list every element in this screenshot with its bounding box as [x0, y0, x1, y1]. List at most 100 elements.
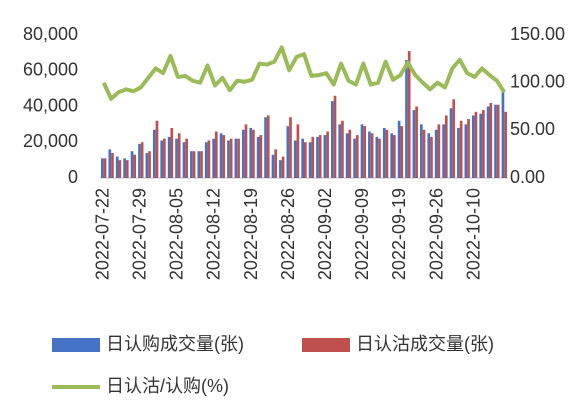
bar [333, 95, 337, 178]
bar [252, 129, 255, 178]
bar [214, 131, 218, 178]
bar [108, 149, 112, 178]
bar [190, 151, 193, 178]
bar [286, 126, 290, 178]
bar [103, 158, 107, 178]
x-tick-label: 2022-08-05 [167, 188, 187, 280]
x-tick-label: 2022-09-19 [389, 188, 409, 280]
bar [452, 99, 456, 178]
x-tick-label: 2022-09-26 [426, 188, 446, 280]
bar [237, 138, 240, 178]
bar [501, 88, 505, 178]
legend-label: 日认购成交量(张) [106, 334, 244, 354]
bar [175, 138, 178, 178]
bar [192, 151, 196, 178]
bar [241, 129, 245, 178]
bar [444, 115, 448, 178]
bar [197, 151, 201, 178]
bar [115, 156, 119, 178]
bar [160, 140, 164, 178]
bar [138, 144, 141, 178]
bar [249, 127, 253, 178]
bar [185, 138, 188, 178]
bar [133, 154, 137, 178]
x-tick-label: 2022-08-26 [278, 188, 298, 280]
bar [474, 111, 478, 178]
bar [163, 138, 166, 178]
bar [323, 135, 327, 178]
bar [140, 142, 144, 178]
legend-label: 日认沽/认购(%) [106, 376, 229, 396]
bar [422, 129, 426, 178]
bar [378, 138, 381, 178]
bar [412, 110, 416, 178]
bar [360, 124, 364, 178]
bar [482, 110, 485, 178]
bar [304, 142, 307, 178]
y2-tick-label: 100.00 [510, 71, 565, 91]
bar [266, 115, 270, 178]
bar [207, 140, 211, 178]
bar [385, 129, 389, 178]
bar [486, 106, 490, 178]
x-tick-label: 2022-09-09 [352, 188, 372, 280]
bar [457, 127, 460, 178]
bar [326, 131, 329, 178]
bar [170, 127, 174, 178]
bar [145, 152, 149, 178]
bar [397, 120, 401, 178]
bar [471, 115, 475, 178]
bar [281, 156, 285, 178]
bar [130, 151, 134, 178]
x-tick-label: 2022-09-02 [315, 188, 335, 280]
bar [311, 136, 315, 178]
bar [279, 160, 282, 178]
bar [405, 60, 408, 178]
bar [407, 51, 411, 178]
bar [496, 104, 500, 178]
bar [274, 149, 277, 178]
bar [345, 133, 349, 178]
bar [177, 133, 181, 178]
bar [494, 104, 497, 178]
bar [222, 135, 226, 178]
x-tick-label: 2022-07-29 [130, 188, 150, 280]
y2-tick-label: 150.00 [510, 24, 565, 44]
bar [449, 108, 453, 178]
bar [464, 124, 468, 178]
bar [420, 124, 423, 178]
bar [200, 151, 203, 178]
bar [316, 136, 319, 178]
bar [318, 135, 322, 178]
bar [155, 120, 159, 178]
bar [504, 111, 507, 178]
bar [259, 135, 263, 178]
line [101, 45, 506, 101]
y-tick-label: 0 [68, 167, 78, 187]
bar [182, 142, 186, 178]
bar [459, 120, 463, 178]
bar [338, 124, 342, 178]
bar [331, 101, 334, 178]
bar [489, 102, 493, 178]
bar [229, 138, 233, 178]
y-tick-label: 20,000 [23, 131, 78, 151]
bar [393, 135, 396, 178]
bar [467, 119, 470, 178]
bar [293, 140, 297, 178]
y2-tick-label: 50.00 [510, 119, 555, 139]
bar [227, 140, 230, 178]
bar [353, 138, 356, 178]
bar [219, 133, 223, 178]
bar [427, 133, 431, 178]
bar [434, 129, 438, 178]
bar [400, 126, 404, 178]
y-tick-label: 80,000 [23, 24, 78, 44]
bar [390, 133, 394, 178]
x-tick-label: 2022-08-19 [241, 188, 261, 280]
bar [271, 154, 275, 178]
bar [370, 133, 374, 178]
bar [368, 131, 371, 178]
bar [111, 152, 114, 178]
